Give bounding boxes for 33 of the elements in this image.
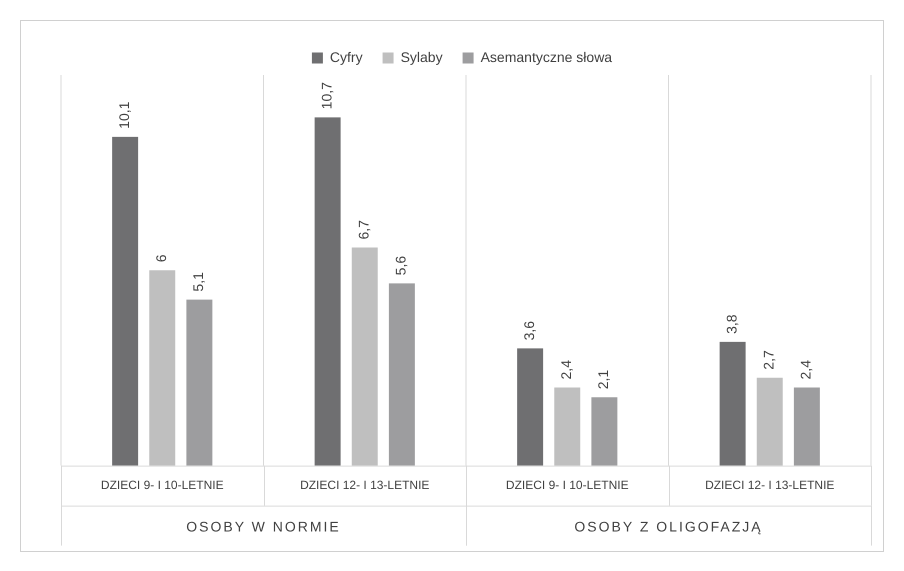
data-label: 6,7 bbox=[356, 220, 372, 240]
data-label: 10,1 bbox=[116, 101, 132, 129]
x-tick-label: DZIECI 12- I 13-LETNIE bbox=[705, 478, 834, 492]
x-tick-label: DZIECI 9- I 10-LETNIE bbox=[506, 478, 629, 492]
bar bbox=[149, 270, 176, 466]
data-label: 6 bbox=[153, 254, 170, 262]
bar bbox=[756, 378, 783, 466]
data-label: 5,6 bbox=[392, 256, 409, 276]
bar bbox=[388, 283, 415, 466]
data-label: 3,8 bbox=[723, 314, 740, 334]
text: OSOBY W NORMIE bbox=[186, 518, 341, 534]
bar bbox=[314, 117, 341, 466]
data-label: 3,6 bbox=[520, 320, 537, 340]
data-label: 2,4 bbox=[798, 360, 814, 380]
legend-label: Sylaby bbox=[400, 48, 443, 65]
text: OSOBY Z OLIGOFAZJĄ bbox=[574, 518, 763, 534]
data-label: 10,7 bbox=[318, 82, 334, 110]
data-label: 2,7 bbox=[760, 350, 777, 370]
data-label: 2,1 bbox=[595, 370, 612, 390]
legend-label: Cyfry bbox=[330, 48, 363, 65]
x-tick-label: DZIECI 9- I 10-LETNIE bbox=[100, 478, 224, 492]
bar bbox=[517, 348, 544, 466]
bar bbox=[591, 397, 618, 466]
legend-label: Asemantyczne słowa bbox=[480, 48, 612, 65]
data-label: 5,1 bbox=[190, 272, 206, 292]
bar bbox=[186, 300, 212, 466]
bar bbox=[554, 387, 580, 466]
x-tick-label: DZIECI 12- I 13-LETNIE bbox=[300, 478, 430, 492]
bar bbox=[794, 387, 820, 466]
data-label: 2,4 bbox=[558, 360, 574, 380]
bar bbox=[352, 248, 378, 466]
bar bbox=[112, 136, 138, 466]
bar bbox=[720, 342, 746, 466]
